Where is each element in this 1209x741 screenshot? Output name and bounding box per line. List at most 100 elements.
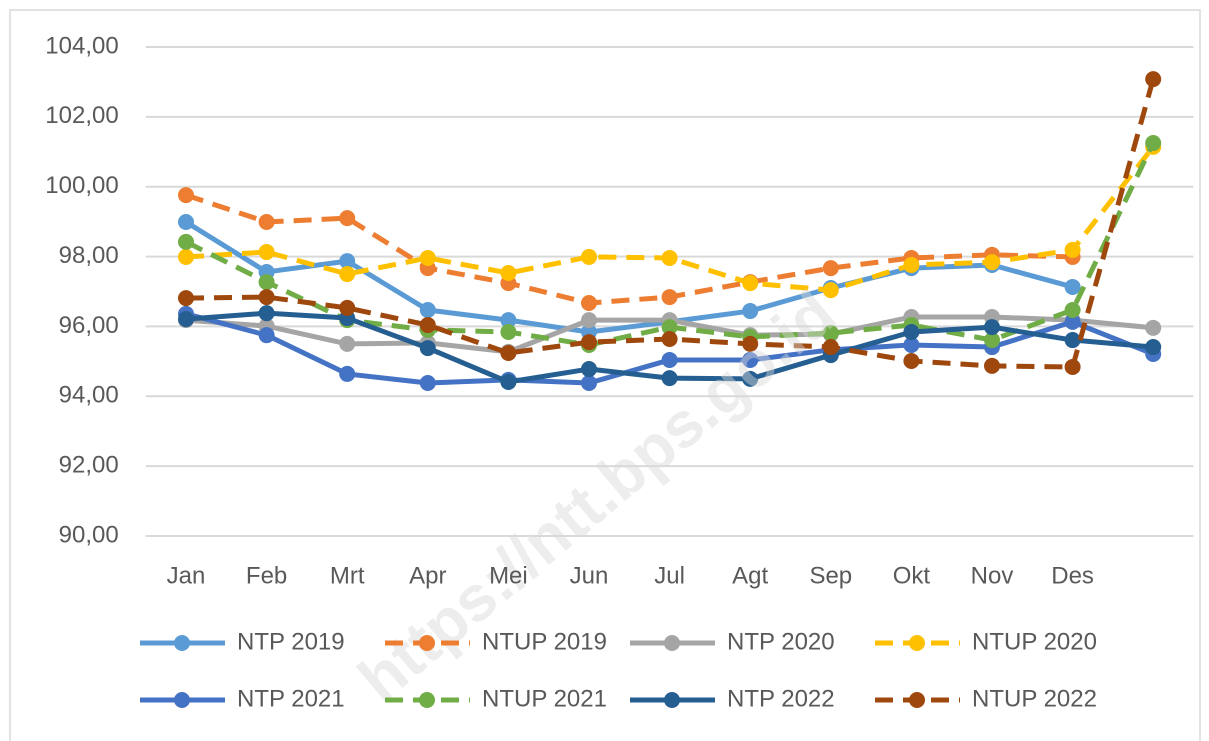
- legend-label: NTUP 2021: [482, 685, 607, 712]
- data-point: [984, 357, 1000, 374]
- data-point: [339, 266, 356, 283]
- data-point: [581, 334, 597, 351]
- data-point: [1064, 313, 1081, 330]
- data-point: [822, 325, 839, 342]
- data-point: [178, 311, 194, 328]
- data-point: [903, 324, 920, 341]
- data-point: [903, 256, 920, 273]
- x-tick-label: Jan: [167, 562, 206, 589]
- x-tick-label: Jul: [654, 562, 685, 589]
- y-tick-label: 98,00: [59, 242, 119, 269]
- data-point: [178, 187, 194, 204]
- data-point: [581, 361, 597, 378]
- y-tick-label: 96,00: [59, 312, 119, 339]
- x-tick-label: Apr: [409, 562, 446, 589]
- x-tick-label: Nov: [971, 562, 1014, 589]
- data-point: [258, 289, 275, 306]
- data-point: [178, 213, 194, 230]
- data-point: [1064, 332, 1081, 349]
- data-point: [984, 319, 1000, 336]
- data-point: [742, 351, 759, 368]
- data-point: [984, 254, 1000, 271]
- chart-border: [9, 9, 1201, 741]
- data-point: [581, 375, 597, 392]
- x-tick-label: Agt: [732, 562, 768, 589]
- legend-label: NTP 2021: [237, 685, 345, 712]
- x-tick-label: Des: [1051, 562, 1094, 589]
- data-point: [258, 244, 275, 261]
- legend-marker: [174, 692, 190, 708]
- data-point: [178, 248, 194, 265]
- data-point: [581, 312, 597, 329]
- data-point: [1145, 339, 1162, 356]
- legend-marker: [419, 635, 435, 651]
- data-point: [984, 332, 1000, 349]
- data-point: [661, 249, 678, 266]
- data-point: [339, 365, 356, 382]
- data-point: [419, 302, 436, 319]
- data-point: [742, 275, 759, 292]
- legend-label: NTP 2020: [727, 628, 835, 655]
- data-point: [1145, 135, 1162, 152]
- data-point: [178, 233, 194, 250]
- data-point: [339, 299, 356, 316]
- legend-label: NTUP 2019: [482, 628, 607, 655]
- legend-label: NTUP 2020: [972, 628, 1097, 655]
- data-point: [419, 317, 436, 334]
- data-point: [661, 351, 678, 368]
- y-tick-label: 100,00: [45, 172, 118, 199]
- legend-marker: [909, 635, 925, 651]
- data-point: [500, 264, 517, 281]
- data-point: [1064, 278, 1081, 295]
- legend-label: NTP 2022: [727, 685, 835, 712]
- y-tick-label: 104,00: [45, 32, 118, 59]
- data-point: [1145, 71, 1162, 88]
- legend-marker: [664, 692, 680, 708]
- data-point: [1064, 358, 1081, 375]
- data-point: [258, 213, 275, 230]
- x-tick-label: Okt: [893, 562, 931, 589]
- legend-label: NTUP 2022: [972, 685, 1097, 712]
- data-point: [419, 375, 436, 392]
- x-tick-label: Jun: [570, 562, 609, 589]
- data-point: [822, 260, 839, 277]
- legend-marker: [419, 692, 435, 708]
- data-point: [822, 282, 839, 299]
- data-point: [500, 344, 517, 361]
- data-point: [258, 305, 275, 322]
- data-point: [178, 290, 194, 307]
- data-point: [661, 319, 678, 336]
- y-tick-label: 92,00: [59, 451, 119, 478]
- data-point: [258, 274, 275, 291]
- series-line: [185, 192, 1073, 306]
- y-tick-label: 94,00: [59, 382, 119, 409]
- data-point: [661, 289, 678, 306]
- legend-label: NTP 2019: [237, 628, 345, 655]
- data-point: [581, 248, 597, 265]
- data-point: [822, 339, 839, 356]
- data-point: [661, 370, 678, 387]
- data-point: [903, 353, 920, 370]
- data-point: [500, 312, 517, 329]
- data-point: [419, 340, 436, 357]
- legend-marker: [909, 692, 925, 708]
- y-tick-label: 90,00: [59, 521, 119, 548]
- data-point: [742, 370, 759, 387]
- data-point: [903, 336, 920, 353]
- data-point: [419, 249, 436, 266]
- x-tick-label: Sep: [809, 562, 852, 589]
- data-point: [1145, 319, 1162, 336]
- data-point: [1064, 241, 1081, 258]
- data-point: [581, 295, 597, 312]
- legend-marker: [664, 635, 680, 651]
- data-point: [742, 335, 759, 352]
- data-point: [1064, 302, 1081, 319]
- x-tick-label: Feb: [246, 562, 287, 589]
- data-point: [339, 210, 356, 227]
- data-point: [500, 373, 517, 390]
- series-line: [184, 219, 1074, 335]
- data-point: [258, 327, 275, 344]
- data-point: [500, 324, 517, 341]
- x-tick-label: Mei: [489, 562, 528, 589]
